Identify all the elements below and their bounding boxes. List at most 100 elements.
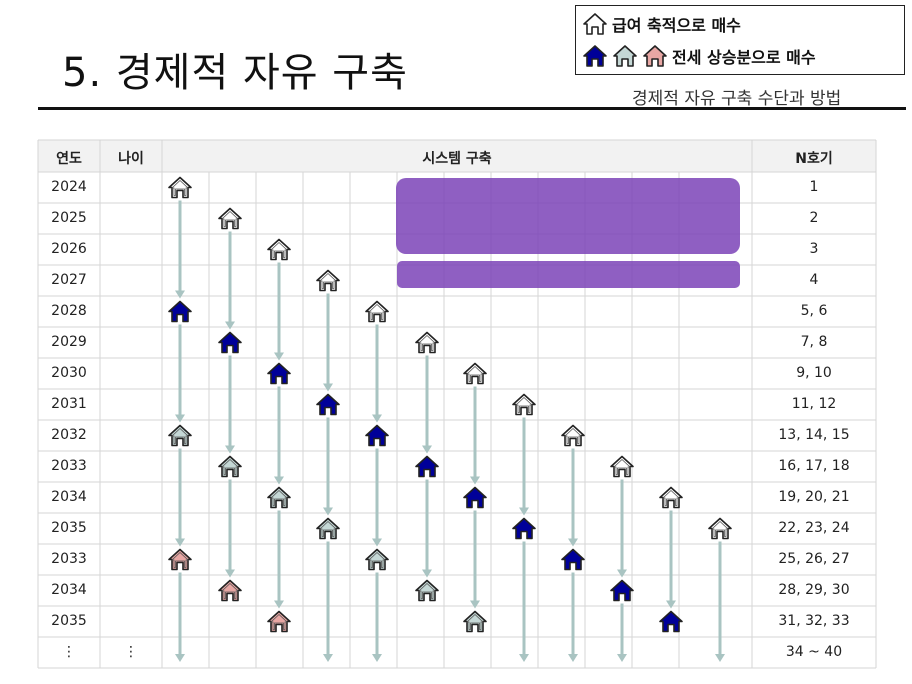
gray-house-icon — [613, 45, 637, 67]
row-year: 2027 — [51, 272, 87, 288]
pink-house-icon — [643, 45, 667, 67]
arrow-head — [422, 569, 432, 578]
arrow-head — [666, 600, 676, 609]
legend-label-jeonse: 전세 상승분으로 매수 — [672, 48, 816, 67]
row-year: 2033 — [51, 551, 87, 567]
gray-house-icon — [365, 548, 389, 571]
row-n: 19, 20, 21 — [778, 489, 850, 505]
white-house-icon — [463, 362, 487, 385]
blue-house-icon — [168, 300, 192, 323]
purple-overlay-top — [396, 178, 740, 254]
pink-house-icon — [218, 579, 242, 602]
white-house-icon — [316, 269, 340, 292]
header-n: N호기 — [795, 151, 833, 167]
row-n: 28, 29, 30 — [778, 582, 850, 598]
gray-house-icon — [218, 455, 242, 478]
row-year: 2025 — [51, 210, 87, 226]
white-house-icon — [659, 486, 683, 509]
header-year: 연도 — [56, 151, 82, 167]
pink-house-icon — [267, 610, 291, 633]
row-year: 2028 — [51, 303, 87, 319]
gray-house-icon — [168, 424, 192, 447]
white-house-icon — [415, 331, 439, 354]
legend-label-salary: 급여 축적으로 매수 — [612, 16, 741, 35]
arrow-head — [225, 445, 235, 454]
legend-item-salary: 급여 축적으로 매수 — [582, 12, 741, 36]
white-house-icon — [512, 393, 536, 416]
table-header-bg — [38, 140, 876, 172]
gray-house-icon — [463, 610, 487, 633]
arrow-head — [568, 654, 578, 662]
arrow-head — [715, 654, 725, 662]
blue-house-icon — [267, 362, 291, 385]
row-n: 1 — [809, 179, 819, 195]
blue-house-icon — [659, 610, 683, 633]
row-year: 2031 — [51, 396, 87, 412]
arrow-head — [323, 654, 333, 662]
blue-house-icon — [561, 548, 585, 571]
row-year: 2033 — [51, 458, 87, 474]
arrow-head — [323, 507, 333, 516]
white-house-icon — [583, 13, 607, 35]
arrow-head — [175, 654, 185, 662]
purple-overlay-bottom — [397, 261, 740, 288]
arrow-head — [274, 476, 284, 485]
row-year: 2034 — [51, 582, 87, 598]
blue-house-icon — [316, 393, 340, 416]
row-year: 2026 — [51, 241, 87, 257]
row-year: 2029 — [51, 334, 87, 350]
row-n: 22, 23, 24 — [778, 520, 850, 536]
arrow-head — [225, 569, 235, 578]
row-n: 31, 32, 33 — [778, 613, 850, 629]
arrow-head — [274, 352, 284, 361]
white-house-icon — [561, 424, 585, 447]
blue-house-icon — [512, 517, 536, 540]
row-n: 34 ~ 40 — [785, 644, 843, 660]
blue-house-icon — [463, 486, 487, 509]
row-year: 2034 — [51, 489, 87, 505]
row-year: 2035 — [51, 520, 87, 536]
white-house-icon — [365, 300, 389, 323]
row-n: 4 — [809, 272, 819, 288]
row-n: 11, 12 — [791, 396, 837, 412]
row-n: 9, 10 — [796, 365, 832, 381]
row-age: ⋮ — [124, 644, 138, 660]
gray-house-icon — [415, 579, 439, 602]
row-year: 2024 — [51, 179, 87, 195]
row-year: 2035 — [51, 613, 87, 629]
arrow-head — [175, 290, 185, 299]
blue-house-icon — [610, 579, 634, 602]
legend-box: 급여 축적으로 매수 전세 상승분으로 매수 — [575, 5, 905, 75]
title-underline — [38, 107, 906, 110]
white-house-icon — [218, 207, 242, 230]
blue-house-icon — [218, 331, 242, 354]
row-n: 25, 26, 27 — [778, 551, 850, 567]
pink-house-icon — [168, 548, 192, 571]
blue-house-icon — [365, 424, 389, 447]
white-house-icon — [267, 238, 291, 261]
row-n: 3 — [809, 241, 819, 257]
white-house-icon — [168, 176, 192, 199]
arrow-head — [470, 600, 480, 609]
blue-house-icon — [583, 45, 607, 67]
legend-item-jeonse: 전세 상승분으로 매수 — [582, 44, 816, 68]
subtitle: 경제적 자유 구축 수단과 방법 — [632, 89, 842, 109]
row-year: 2032 — [51, 427, 87, 443]
row-year: 2030 — [51, 365, 87, 381]
arrow-head — [617, 654, 627, 662]
page-title: 5. 경제적 자유 구축 — [62, 50, 408, 96]
arrow-head — [519, 654, 529, 662]
arrow-head — [519, 507, 529, 516]
arrow-head — [568, 538, 578, 547]
white-house-icon — [610, 455, 634, 478]
row-n: 7, 8 — [800, 334, 828, 350]
arrow-head — [175, 538, 185, 547]
row-n: 5, 6 — [800, 303, 828, 319]
arrow-head — [617, 569, 627, 578]
arrow-head — [422, 445, 432, 454]
arrow-head — [225, 321, 235, 330]
arrow-head — [470, 476, 480, 485]
blue-house-icon — [415, 455, 439, 478]
